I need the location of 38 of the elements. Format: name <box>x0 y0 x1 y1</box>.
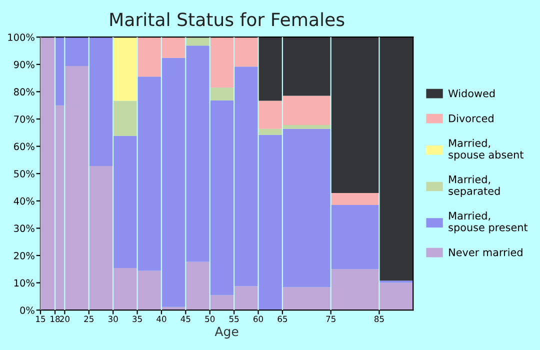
x-tick-label: 20 <box>60 316 70 322</box>
x-tick-label: 40 <box>156 316 166 322</box>
y-tick-label: 90% <box>14 60 34 68</box>
y-tick-label: 30% <box>14 224 34 232</box>
y-tick-label: 80% <box>14 88 34 96</box>
y-tick-label: 10% <box>14 279 34 287</box>
y-tick-label: 20% <box>14 252 34 260</box>
legend-label: Never married <box>449 248 522 256</box>
x-tick-label: 55 <box>229 316 239 322</box>
bar <box>258 128 282 135</box>
x-tick-label: 45 <box>180 316 190 322</box>
legend-label: Widowed <box>448 89 495 98</box>
x-tick-label: 75 <box>326 316 336 322</box>
bar <box>113 37 138 101</box>
x-tick-label: 18 <box>50 316 60 322</box>
x-tick-label: 85 <box>374 316 384 322</box>
y-tick-label: 60% <box>14 142 34 150</box>
y-tick-label: 40% <box>14 197 34 205</box>
bar <box>210 88 234 100</box>
legend-label: Married, spouse absent <box>448 138 524 161</box>
legend-label: Married, separated <box>448 175 500 197</box>
legend-label: Divorced <box>449 114 494 122</box>
bar <box>186 37 210 46</box>
x-tick-label: 60 <box>254 316 263 322</box>
x-tick-label: 25 <box>84 316 94 322</box>
bar <box>113 100 138 136</box>
chart-title: Marital Status for Females <box>110 12 344 26</box>
x-tick-label: 50 <box>205 316 215 322</box>
x-axis-title: Age <box>214 326 238 339</box>
y-tick-label: 100% <box>8 34 34 41</box>
x-tick-label: 15 <box>36 316 46 322</box>
x-tick-label: 35 <box>132 316 142 322</box>
y-tick-label: 70% <box>14 115 34 123</box>
y-tick-label: 0% <box>20 306 34 314</box>
x-tick-label: 30 <box>108 316 118 322</box>
y-tick-label: 50% <box>14 170 34 178</box>
x-tick-label: 65 <box>278 316 288 322</box>
legend-label: Married, spouse present <box>448 212 528 234</box>
